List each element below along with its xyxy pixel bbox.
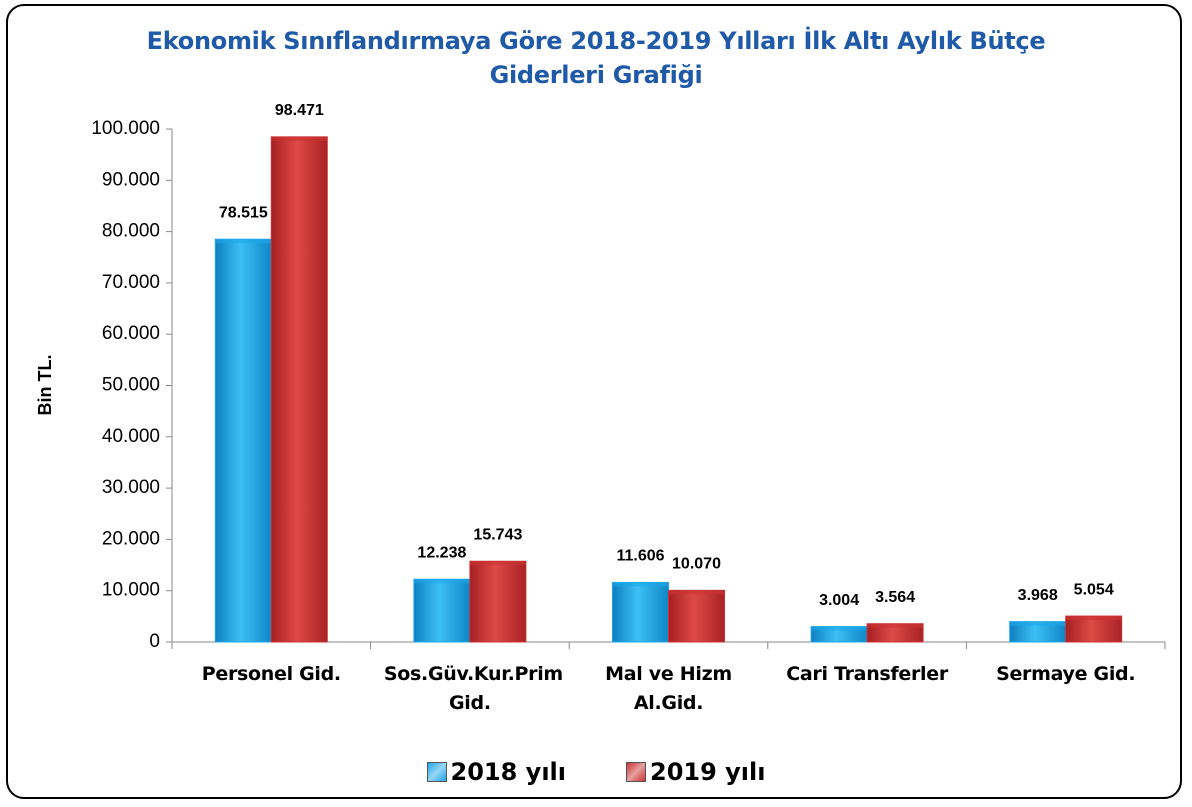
y-tick-label: 40.000 bbox=[102, 426, 160, 447]
y-tick-label: 10.000 bbox=[102, 580, 160, 601]
bar bbox=[214, 238, 272, 643]
data-label: 12.238 bbox=[417, 544, 466, 561]
bar-top bbox=[811, 626, 868, 631]
bar bbox=[612, 581, 669, 643]
bar bbox=[668, 589, 725, 643]
x-tick-label: Mal ve Hizm Al.Gid. bbox=[605, 663, 732, 714]
y-tick-label: 80.000 bbox=[102, 221, 160, 242]
bar-top bbox=[413, 579, 470, 584]
legend-item: 2018 yılı bbox=[426, 758, 566, 786]
data-label: 3.968 bbox=[1018, 587, 1058, 604]
bar bbox=[469, 560, 527, 643]
bar bbox=[1065, 615, 1123, 643]
bar bbox=[413, 578, 471, 643]
data-label: 10.070 bbox=[672, 556, 721, 573]
legend-label: 2019 yılı bbox=[650, 758, 766, 786]
bar-top bbox=[271, 136, 328, 141]
y-tick-label: 70.000 bbox=[102, 272, 160, 293]
bar bbox=[270, 136, 328, 643]
data-label: 11.606 bbox=[616, 548, 664, 565]
x-tick-label: Personel Gid. bbox=[201, 663, 341, 685]
legend: 2018 yılı 2019 yılı bbox=[0, 758, 1192, 788]
x-tick-label: Cari Transferler bbox=[786, 663, 948, 685]
x-tick-label: Sos.Güv.Kur.Prim Gid. bbox=[383, 663, 563, 714]
bar-top bbox=[469, 561, 526, 566]
y-tick-label: 0 bbox=[149, 631, 160, 652]
y-tick-label: 90.000 bbox=[102, 169, 160, 190]
y-tick-label: 30.000 bbox=[102, 477, 160, 498]
bar-top bbox=[1009, 621, 1066, 626]
bar-top bbox=[1065, 616, 1122, 621]
y-tick-label: 60.000 bbox=[102, 323, 160, 344]
data-label: 3.564 bbox=[875, 589, 915, 606]
data-label: 15.743 bbox=[473, 526, 522, 543]
y-tick-label: 100.000 bbox=[91, 118, 160, 139]
legend-swatch bbox=[426, 762, 447, 782]
data-label: 98.471 bbox=[275, 102, 324, 119]
legend-swatch bbox=[626, 762, 646, 782]
bar-top bbox=[215, 239, 272, 244]
legend-label: 2018 yılı bbox=[450, 758, 566, 786]
chart-frame bbox=[6, 4, 1182, 799]
y-tick-label: 50.000 bbox=[102, 375, 160, 396]
data-label: 78.515 bbox=[219, 204, 268, 221]
bar-top bbox=[668, 590, 725, 595]
legend-item: 2019 yılı bbox=[626, 758, 765, 786]
y-axis-label: Bin TL. bbox=[35, 355, 55, 416]
bar-top bbox=[867, 623, 924, 628]
chart-title: Ekonomik Sınıflandırmaya Göre 2018-2019 … bbox=[146, 27, 1046, 89]
y-tick-label: 20.000 bbox=[102, 528, 160, 549]
bar-top bbox=[612, 582, 669, 587]
x-tick-label: Sermaye Gid. bbox=[996, 663, 1136, 685]
data-label: 3.004 bbox=[819, 592, 859, 609]
data-label: 5.054 bbox=[1074, 581, 1114, 598]
